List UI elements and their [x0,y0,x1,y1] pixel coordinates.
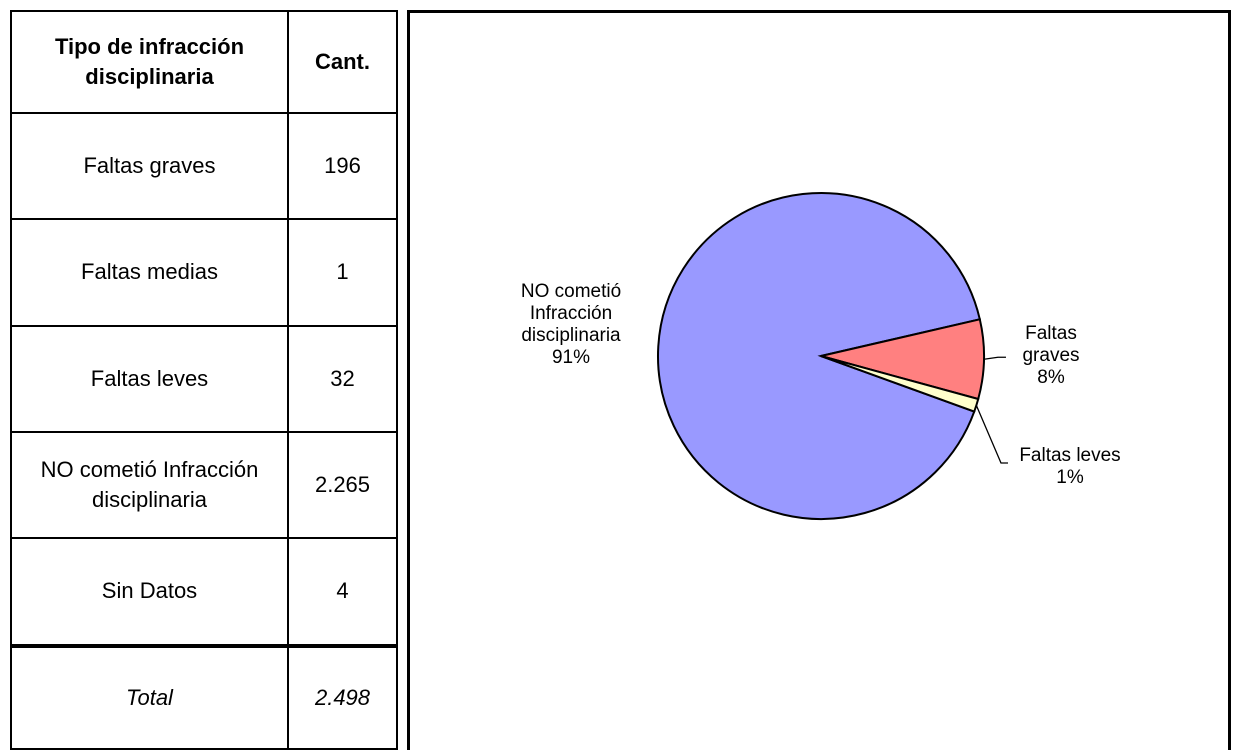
row-value: 2.265 [287,430,398,540]
row-label: NO cometió Infracción disciplinaria [10,430,289,540]
row-label: Faltas medias [10,218,289,327]
row-value: 32 [287,324,398,433]
total-label: Total [10,643,289,751]
chart-panel: NO cometió Infracción disciplinaria 91% Falt… [407,10,1231,750]
header-type: Tipo de infracción disciplinaria [10,10,289,114]
pie-label-faltas-graves: Faltas graves 8% [1022,323,1079,388]
row-value: 1 [287,218,398,327]
pie-chart: NO cometió Infracción disciplinaria 91% Falt… [521,192,1121,520]
table-row: Faltas leves 32 [10,324,398,433]
total-value: 2.498 [287,643,398,751]
table-header-row: Tipo de infracción disciplinaria Cant. [10,10,398,114]
pie-slice-no-infraccion [657,192,982,520]
row-label: Faltas leves [10,324,289,433]
row-label: Faltas graves [10,111,289,221]
data-table: Tipo de infracción disciplinaria Cant. F… [10,10,398,751]
header-count: Cant. [287,10,398,114]
row-label: Sin Datos [10,537,289,647]
table-row: Faltas graves 196 [10,111,398,221]
table-row: Sin Datos 4 [10,537,398,647]
leader-line-faltas-graves [983,356,1006,360]
pie-label-no-infraccion: NO cometió Infracción disciplinaria 91% [521,281,621,368]
row-value: 4 [287,537,398,647]
total-row: Total 2.498 [10,643,398,751]
table-row: NO cometió Infracción disciplinaria 2.26… [10,430,398,540]
row-value: 196 [287,111,398,221]
leader-line-faltas-leves [975,405,1008,464]
table-row: Faltas medias 1 [10,218,398,327]
pie-label-faltas-leves: Faltas leves 1% [1019,445,1120,488]
